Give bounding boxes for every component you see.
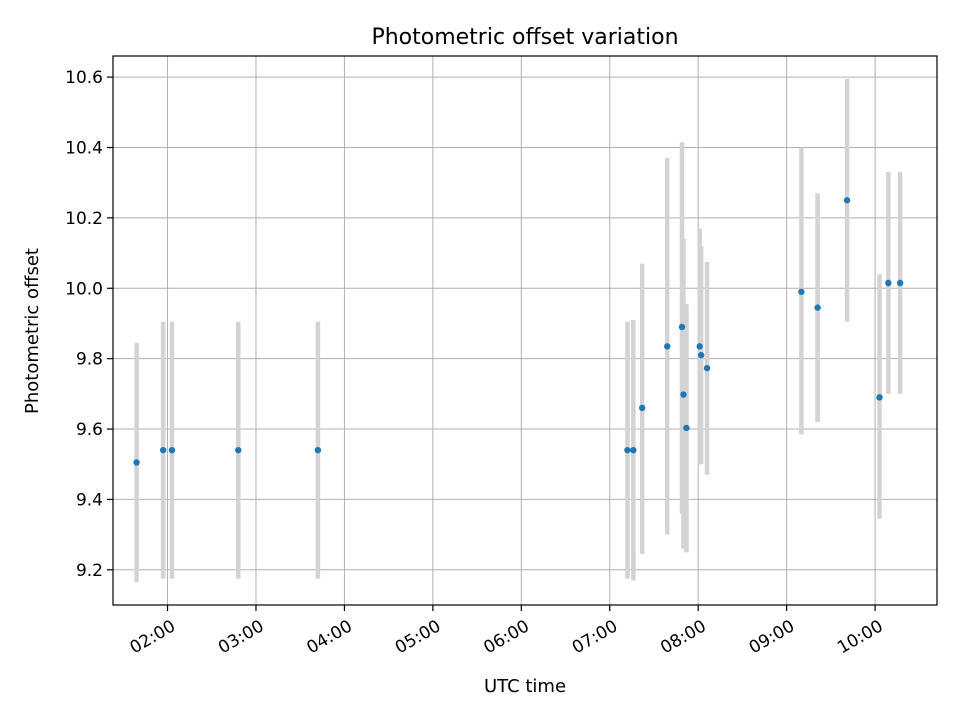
x-tick-label: 09:00 (746, 616, 798, 658)
data-point (876, 394, 883, 401)
data-point (697, 351, 705, 359)
data-point (680, 391, 687, 398)
x-tick-label: 05:00 (392, 616, 444, 658)
data-point (703, 364, 711, 372)
plot-frame (112, 55, 938, 606)
data-point (798, 288, 805, 295)
y-tick-label: 10.0 (65, 279, 103, 299)
data-point (885, 279, 892, 287)
x-tick-label: 03:00 (215, 616, 267, 658)
x-tick-label: 04:00 (303, 616, 355, 658)
x-tick-label: 07:00 (569, 616, 621, 658)
y-axis-label: Photometric offset (22, 248, 43, 414)
y-tick-label: 10.6 (65, 68, 103, 88)
x-tick-label: 02:00 (127, 616, 179, 658)
data-points (133, 197, 904, 466)
chart-title: Photometric offset variation (371, 25, 678, 50)
x-tick-label: 10:00 (834, 616, 886, 658)
data-point (814, 304, 821, 311)
x-axis: 02:00 03:00 04:00 05:00 06:00 07:00 08:00 09:00… (127, 605, 887, 658)
x-axis-label: UTC time (484, 676, 566, 697)
data-point (624, 446, 631, 454)
data-point (168, 446, 176, 454)
y-tick-label: 9.8 (76, 350, 103, 370)
y-tick-label: 10.2 (65, 209, 103, 229)
data-point (638, 404, 646, 412)
data-point (314, 446, 322, 454)
data-point (683, 424, 690, 432)
data-point (678, 323, 686, 331)
data-point (630, 446, 637, 454)
data-point (664, 343, 671, 350)
data-point (843, 197, 851, 204)
x-tick-label: 08:00 (657, 616, 709, 658)
data-point (159, 446, 167, 454)
data-point (235, 446, 242, 454)
y-axis: 9.2 9.4 9.6 9.8 10.0 10.2 10.4 10.6 (65, 68, 113, 581)
y-tick-label: 9.6 (76, 420, 103, 440)
data-point (696, 343, 703, 350)
y-tick-label: 9.2 (76, 561, 103, 581)
data-point (896, 279, 904, 287)
errorbars (134, 78, 903, 583)
y-tick-label: 10.4 (65, 139, 103, 159)
x-tick-label: 06:00 (480, 616, 532, 658)
y-tick-label: 9.4 (76, 490, 103, 510)
data-point (133, 459, 140, 466)
